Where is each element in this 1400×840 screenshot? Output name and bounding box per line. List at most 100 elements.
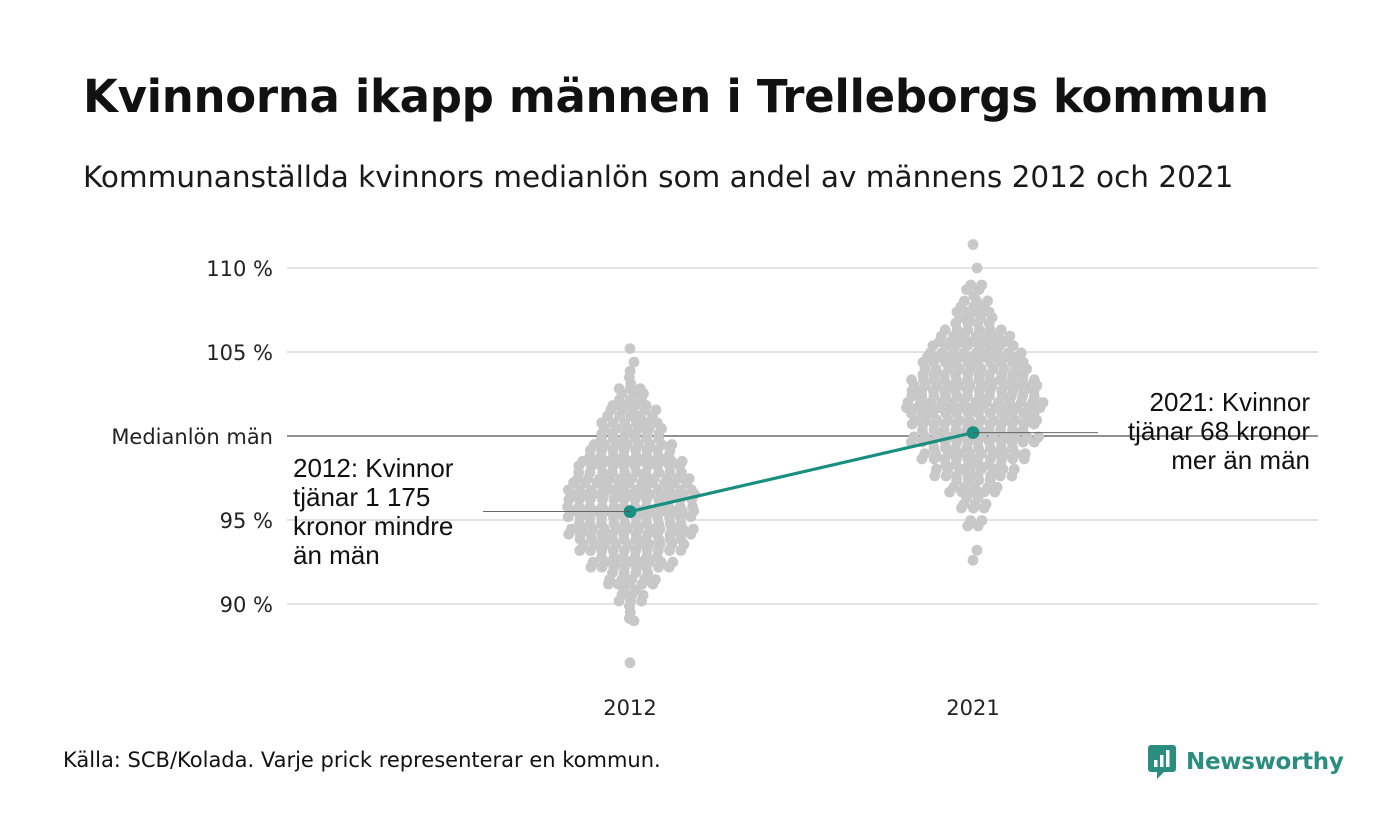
dot-2021-543 [928, 424, 940, 436]
dot-2012-225 [608, 518, 620, 530]
dot-2012-120 [619, 467, 631, 478]
dot-2012-270 [587, 556, 599, 568]
dot-2021-377 [1007, 340, 1019, 352]
dot-2012-294 [607, 567, 618, 579]
annotation-2012: 2012: Kvinnor tjänar 1 175 kronor mindre än… [293, 453, 454, 570]
dot-2012-61 [608, 433, 619, 444]
dot-2021-595 [1008, 463, 1020, 475]
dot-2012-153 [597, 484, 609, 496]
dot-2012-231 [675, 518, 687, 530]
dot-2012-91 [641, 450, 653, 462]
dot-2012-154 [607, 484, 619, 496]
dot-2012-extreme-3 [628, 615, 640, 627]
dot-2012-304 [618, 584, 630, 596]
dot-2012-255 [607, 533, 618, 545]
dot-2012-280 [618, 551, 629, 563]
dot-2012-254 [597, 533, 608, 545]
dot-2021-550 [1007, 424, 1018, 436]
dot-2021-477 [984, 390, 995, 402]
dot-2012-305 [630, 584, 642, 596]
dot-2021-517 [1028, 407, 1040, 419]
dot-2021-549 [995, 424, 1006, 436]
dot-2021-575 [961, 442, 973, 454]
dot-2021-579 [1007, 442, 1018, 454]
dot-2012-224 [596, 518, 607, 530]
dot-2012-92 [653, 450, 664, 462]
dot-2012-197 [687, 501, 698, 513]
dot-2021-574 [950, 442, 961, 454]
dot-2021-369 [1015, 347, 1027, 359]
chart-title: Kvinnorna ikapp männen i Trelleborgs kom… [83, 70, 1269, 123]
dot-2021-622 [961, 492, 972, 503]
dot-2021-405 [995, 356, 1007, 368]
dot-2021-530 [908, 431, 920, 443]
dot-2012-159 [663, 484, 675, 496]
municipality-dots [562, 239, 1049, 669]
dot-2021-351 [995, 324, 1007, 336]
dot-2021-627 [976, 515, 988, 526]
dot-2021-510 [951, 407, 962, 419]
dot-2012-11 [634, 383, 646, 395]
dot-2012-256 [618, 533, 630, 545]
dot-2012-189 [596, 501, 608, 513]
newsworthy-logo[interactable]: Newsworthy [1148, 744, 1344, 780]
dot-2012-227 [630, 518, 642, 530]
dot-2012-257 [630, 533, 642, 545]
highlight-series-trelleborg [623, 426, 980, 518]
x-tick-label-2021: 2021 [946, 696, 999, 720]
dot-2012-25 [640, 400, 652, 411]
dot-2021-347 [951, 324, 963, 336]
dot-2021-472 [928, 390, 940, 402]
dot-2021-615 [984, 474, 996, 486]
dot-2021-442 [1017, 374, 1028, 386]
dot-2021-407 [1017, 356, 1029, 368]
dot-2012-282 [641, 551, 652, 563]
dot-2021-432 [906, 374, 917, 386]
annotation-2021-line-1: tjänar 68 kronor [1128, 416, 1310, 446]
dot-2021-614 [973, 474, 985, 486]
dot-2012-221 [688, 523, 699, 535]
dot-2021-346 [939, 324, 951, 336]
dot-2021-403 [972, 356, 984, 368]
dot-2012-115 [683, 473, 695, 484]
x-axis-tick-labels: 2012 2021 [603, 696, 999, 720]
dot-2021-extreme-0 [967, 239, 979, 250]
dot-2012-62 [618, 433, 630, 444]
y-tick-label-4: 90 % [220, 593, 273, 617]
dot-2012-190 [608, 501, 620, 513]
dot-2021-621 [980, 498, 992, 510]
dot-2021-316 [959, 295, 970, 307]
dot-2021-401 [950, 356, 962, 368]
gridlines [287, 267, 1318, 605]
dot-2012-9 [613, 383, 625, 395]
dot-2012-229 [653, 518, 665, 530]
dot-2012-extreme-1 [628, 356, 640, 368]
dot-2021-437 [962, 374, 973, 386]
dot-2012-223 [584, 518, 596, 530]
dot-2021-349 [974, 324, 985, 336]
dot-2012-150 [563, 484, 574, 496]
dot-2021-475 [962, 390, 973, 402]
dot-2012-90 [630, 450, 642, 462]
dot-2012-65 [653, 433, 664, 444]
dot-2012-119 [607, 467, 618, 478]
dot-2012-157 [640, 484, 652, 496]
dot-2012-extreme-2 [624, 657, 636, 669]
dot-2012-297 [642, 567, 654, 579]
dot-2012-160 [675, 484, 686, 496]
dot-2021-441 [1006, 374, 1017, 386]
dot-2021-562 [919, 448, 931, 460]
dot-2021-544 [938, 424, 950, 436]
dot-2021-312 [976, 279, 988, 291]
dot-2012-283 [651, 551, 663, 563]
dot-2021-370 [927, 340, 939, 352]
dot-2012-151 [574, 484, 586, 496]
dot-2021-578 [996, 442, 1007, 454]
dot-2012-39 [607, 417, 619, 429]
dot-2012-87 [595, 450, 607, 462]
annotation-2012-line-1: tjänar 1 175 [293, 482, 430, 512]
dot-2021-400 [940, 356, 951, 368]
dot-2012-228 [641, 518, 653, 530]
dot-2012-158 [652, 484, 664, 496]
